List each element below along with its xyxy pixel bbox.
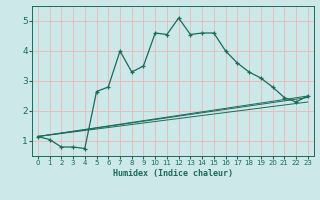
X-axis label: Humidex (Indice chaleur): Humidex (Indice chaleur) bbox=[113, 169, 233, 178]
